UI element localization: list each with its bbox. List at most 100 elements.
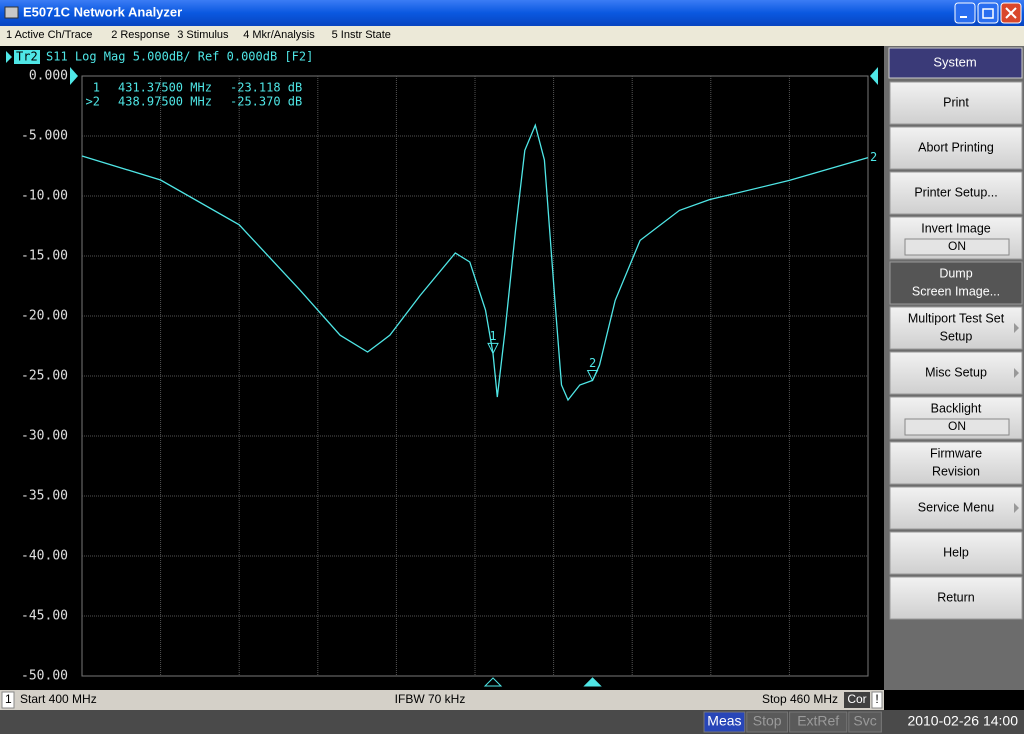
softkey[interactable]: [889, 306, 1023, 350]
softkey-label: Firmware: [930, 446, 982, 460]
softkey-value-box: [904, 418, 1010, 436]
warn-status: !: [875, 692, 878, 706]
softkey-label: Return: [937, 590, 975, 604]
trace-line: [81, 123, 869, 402]
y-tick-label: -45.00: [21, 609, 68, 624]
warn-box: [871, 691, 883, 709]
marker-readout-name: >2: [86, 95, 100, 109]
y-tick-label: -5.000: [21, 129, 68, 144]
marker-label: 1: [489, 329, 496, 343]
softkey-arrow: [1014, 503, 1019, 513]
softkey[interactable]: [889, 351, 1023, 395]
softkey-value: ON: [948, 239, 966, 253]
marker-position: [483, 677, 503, 687]
softkey-label: Setup: [940, 329, 973, 343]
status-indicator: Svc: [853, 713, 876, 729]
marker-symbol: [586, 369, 599, 382]
y-tick-label: -35.00: [21, 489, 68, 504]
channel-number: 1: [5, 692, 12, 706]
title-bar: [0, 0, 1024, 26]
marker-readout-value: -23.118 dB: [230, 81, 302, 95]
marker-readout-name: 1: [93, 81, 100, 95]
y-tick-label: 0.000: [29, 69, 68, 84]
y-tick-label: -25.00: [21, 369, 68, 384]
softkey[interactable]: [889, 171, 1023, 215]
y-tick-label: -50.00: [21, 669, 68, 684]
window-controls[interactable]: [954, 2, 1022, 24]
datetime: 2010-02-26 14:00: [907, 713, 1018, 729]
softkey-arrow: [1014, 368, 1019, 378]
status-indicator: Stop: [753, 713, 782, 729]
status-indicator-box: [848, 711, 882, 733]
marker-readout-value: -25.370 dB: [230, 95, 302, 109]
chart-area: [0, 46, 884, 690]
softkey-label: Dump: [939, 266, 972, 280]
softkeys: System Print Abort Printing Printer Setup..…: [888, 47, 1023, 620]
softkey-label: Service Menu: [918, 500, 994, 514]
softkey-label: Help: [943, 545, 969, 559]
softkey-label: Screen Image...: [912, 284, 1000, 298]
minimize-button[interactable]: [954, 2, 976, 24]
status-indicator: ExtRef: [797, 713, 839, 729]
softkey[interactable]: [889, 261, 1023, 305]
menu-item[interactable]: 3 Stimulus: [177, 29, 229, 41]
ifbw: IFBW 70 kHz: [395, 692, 466, 706]
softkey-arrow: [1014, 323, 1019, 333]
softkey-label: Invert Image: [921, 221, 991, 235]
y-tick-label: -15.00: [21, 249, 68, 264]
trace-pointer: [6, 51, 12, 63]
softkey[interactable]: [889, 531, 1023, 575]
marker-symbol: [487, 342, 499, 355]
softkey[interactable]: [889, 486, 1023, 530]
status-indicator: Meas: [707, 713, 741, 729]
restore-button[interactable]: [977, 2, 999, 24]
status-indicator-box: [703, 711, 746, 733]
softkey-label: Misc Setup: [925, 365, 987, 379]
softkey-value-box: [904, 238, 1010, 256]
plot: 0.000 -5.000 -10.00 -15.00 -20.00 -25.00 -30.0…: [21, 67, 878, 687]
marker-position: [583, 677, 602, 687]
trace-label-box[interactable]: [14, 50, 40, 64]
status-indicator-box: [746, 711, 789, 733]
softkey-header: System: [933, 54, 976, 69]
softkey[interactable]: [889, 576, 1023, 620]
y-tick-label: -10.00: [21, 189, 68, 204]
y-tick-label: -20.00: [21, 309, 68, 324]
ref-pointer-left: [70, 67, 78, 85]
menu: 1 Active Ch/Trace 2 Response 3 Stimulus 4 M…: [6, 29, 391, 41]
softkey[interactable]: [889, 126, 1023, 170]
trace-label: Tr2: [16, 50, 38, 64]
channel-box: [1, 691, 15, 709]
marker-readout-freq: 431.37500 MHz: [118, 81, 212, 95]
cor-status: Cor: [847, 692, 866, 706]
softkey-label: Revision: [932, 464, 980, 478]
trace-end-label: 2: [870, 150, 877, 164]
softkey-label: Multiport Test Set: [908, 311, 1005, 325]
stop-frequency: Stop 460 MHz: [762, 692, 838, 706]
restore-icon: [982, 8, 994, 19]
softkey-header-box: [888, 47, 1023, 79]
menu-item[interactable]: 5 Instr State: [332, 29, 391, 41]
status-indicator-box: [789, 711, 848, 733]
ref-pointer-right: [870, 67, 878, 85]
cor-box: [844, 692, 870, 708]
marker-readout-freq: 438.97500 MHz: [118, 95, 212, 109]
status: 1 Start 400 MHz IFBW 70 kHz Stop 460 MHz Cor…: [1, 691, 883, 709]
softkey-label: Backlight: [931, 401, 982, 415]
trace-title: S11 Log Mag 5.000dB/ Ref 0.000dB [F2]: [46, 50, 313, 64]
softkey[interactable]: [889, 441, 1023, 485]
y-tick-label: -40.00: [21, 549, 68, 564]
status-bar: [0, 690, 884, 710]
menu-item[interactable]: 4 Mkr/Analysis: [243, 29, 315, 41]
close-icon: [1005, 7, 1017, 19]
start-frequency: Start 400 MHz: [20, 692, 97, 706]
softkey[interactable]: [889, 81, 1023, 125]
app-icon: [4, 6, 19, 19]
marker-label: 2: [589, 356, 596, 370]
window-title: E5071C Network Analyzer: [23, 4, 182, 19]
menu-item[interactable]: 1 Active Ch/Trace: [6, 29, 92, 41]
menu-bar: [0, 26, 1024, 46]
menu-item[interactable]: 2 Response: [111, 29, 170, 41]
